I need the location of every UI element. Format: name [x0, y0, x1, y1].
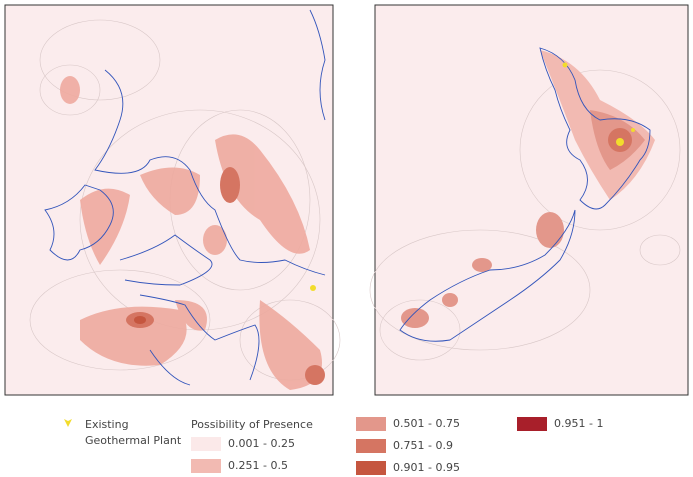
maps	[4, 4, 689, 396]
plant-label: Existing Geothermal Plant	[85, 418, 182, 447]
legend-title: Possibility of Presence	[191, 418, 313, 431]
legend-swatch	[356, 417, 386, 431]
legend-swatch	[191, 459, 221, 473]
legend-label: 0.001 - 0.25	[228, 437, 295, 450]
legend-label: 0.251 - 0.5	[228, 459, 288, 472]
legend-swatch	[356, 461, 386, 475]
plant-icon	[64, 419, 72, 427]
europe-map	[4, 4, 341, 396]
legend-label: 0.501 - 0.75	[393, 417, 460, 430]
new-zealand-map	[369, 4, 689, 396]
legend-label: 0.751 - 0.9	[393, 439, 453, 452]
legend-swatch	[517, 417, 547, 431]
legend-swatch	[191, 437, 221, 451]
legend-label: 0.901 - 0.95	[393, 461, 460, 474]
legend-swatch	[356, 439, 386, 453]
legend-label: 0.951 - 1	[554, 417, 604, 430]
